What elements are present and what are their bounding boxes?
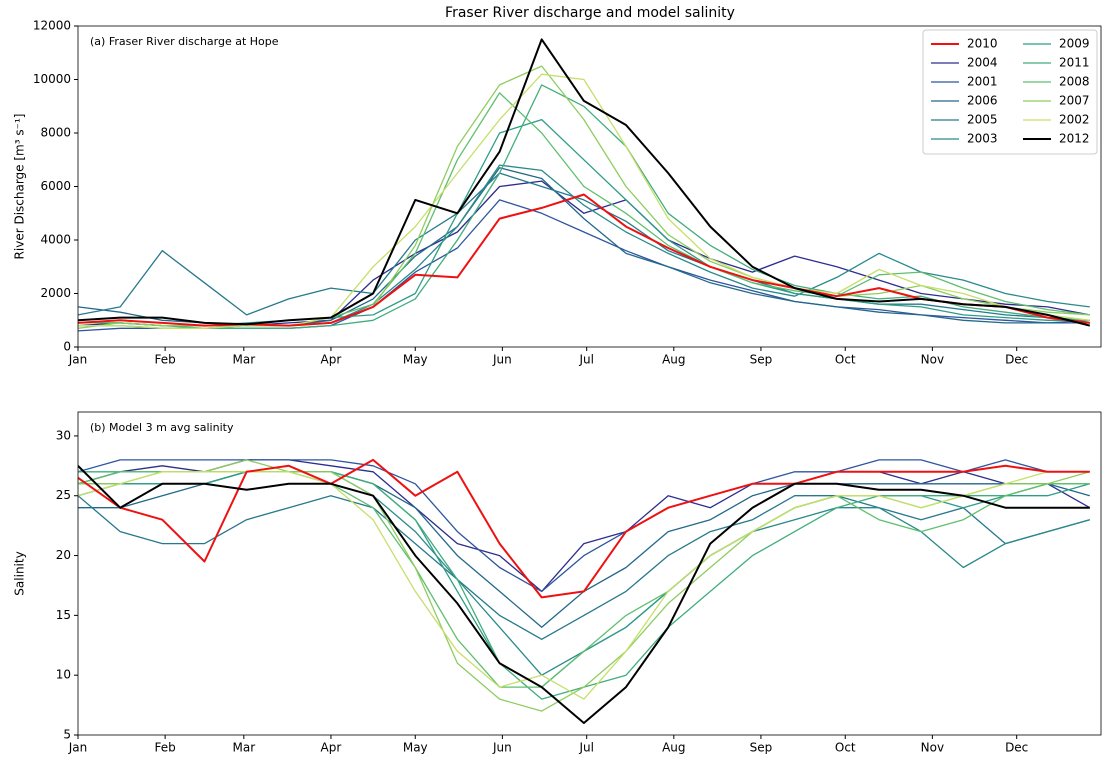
series-line	[78, 471, 1090, 688]
legend-label: 2008	[1059, 75, 1090, 89]
series-line	[78, 38, 1091, 327]
series-line	[78, 199, 1090, 332]
series-line	[78, 73, 1090, 329]
y-tick-label: 6000	[40, 179, 71, 193]
x-tick-label: Feb	[154, 741, 175, 755]
legend-label: 2009	[1059, 37, 1090, 51]
y-tick-label: 2000	[40, 286, 71, 300]
x-tick-label: Nov	[921, 741, 944, 755]
series-line	[78, 84, 1090, 329]
series-line	[78, 495, 1090, 640]
legend-label: 2001	[967, 75, 998, 89]
y-axis-label: River Discharge [m³ s⁻¹]	[13, 114, 27, 260]
legend-label: 2010	[967, 37, 998, 51]
x-tick-label: Jan	[68, 353, 88, 367]
x-tick-label: May	[403, 741, 428, 755]
x-tick-label: Dec	[1005, 741, 1028, 755]
panel-annotation: (a) Fraser River discharge at Hope	[90, 35, 279, 48]
x-tick-label: Dec	[1005, 353, 1028, 367]
y-axis-label: Salinity	[13, 551, 27, 595]
series-line	[78, 164, 1090, 329]
series-line	[78, 459, 1091, 593]
series-line	[78, 118, 1090, 327]
y-tick-label: 30	[56, 428, 71, 442]
x-tick-label: Mar	[232, 353, 255, 367]
x-tick-label: Jan	[68, 741, 88, 755]
panel-annotation: (b) Model 3 m avg salinity	[90, 421, 234, 434]
series-line	[78, 459, 1090, 712]
y-tick-label: 8000	[40, 126, 71, 140]
legend-label: 2007	[1059, 94, 1090, 108]
legend-label: 2006	[967, 94, 998, 108]
x-tick-label: Apr	[321, 741, 342, 755]
y-tick-label: 15	[56, 608, 71, 622]
legend-label: 2003	[967, 132, 998, 146]
legend-label: 2002	[1059, 113, 1090, 127]
series-line	[78, 172, 1090, 321]
y-tick-label: 4000	[40, 233, 71, 247]
plot-area	[78, 458, 1091, 724]
x-tick-label: May	[403, 353, 428, 367]
x-tick-label: Jul	[578, 741, 593, 755]
series-line	[78, 458, 1090, 599]
x-tick-label: Aug	[662, 741, 685, 755]
x-tick-label: Jun	[492, 741, 512, 755]
series-line	[78, 471, 1090, 688]
legend-label: 2004	[967, 56, 998, 70]
plot-frame	[77, 25, 1102, 348]
series-line	[78, 465, 1090, 724]
x-tick-label: Oct	[835, 353, 856, 367]
x-tick-label: Jun	[492, 353, 512, 367]
x-tick-label: Mar	[232, 741, 255, 755]
y-tick-label: 25	[56, 488, 71, 502]
y-tick-label: 10	[56, 668, 71, 682]
x-tick-label: Sep	[750, 741, 773, 755]
x-tick-label: Jul	[578, 353, 593, 367]
figure-title: Fraser River discharge and model salinit…	[445, 5, 735, 21]
y-tick-label: 0	[63, 340, 71, 354]
x-tick-label: Aug	[662, 353, 685, 367]
x-tick-label: Feb	[154, 353, 175, 367]
legend-label: 2011	[1059, 56, 1090, 70]
y-tick-label: 10000	[33, 72, 71, 86]
x-tick-label: Nov	[921, 353, 944, 367]
plot-area	[78, 38, 1091, 332]
legend-box	[922, 29, 1098, 155]
legend-label: 2005	[967, 113, 998, 127]
series-line	[78, 180, 1090, 327]
x-tick-label: Sep	[750, 353, 773, 367]
y-tick-label: 12000	[33, 19, 71, 33]
x-tick-label: Apr	[321, 353, 342, 367]
x-tick-label: Oct	[835, 741, 856, 755]
legend-label: 2012	[1059, 132, 1090, 146]
y-tick-label: 20	[56, 548, 71, 562]
y-tick-label: 5	[63, 728, 71, 742]
plot-frame	[77, 411, 1102, 736]
